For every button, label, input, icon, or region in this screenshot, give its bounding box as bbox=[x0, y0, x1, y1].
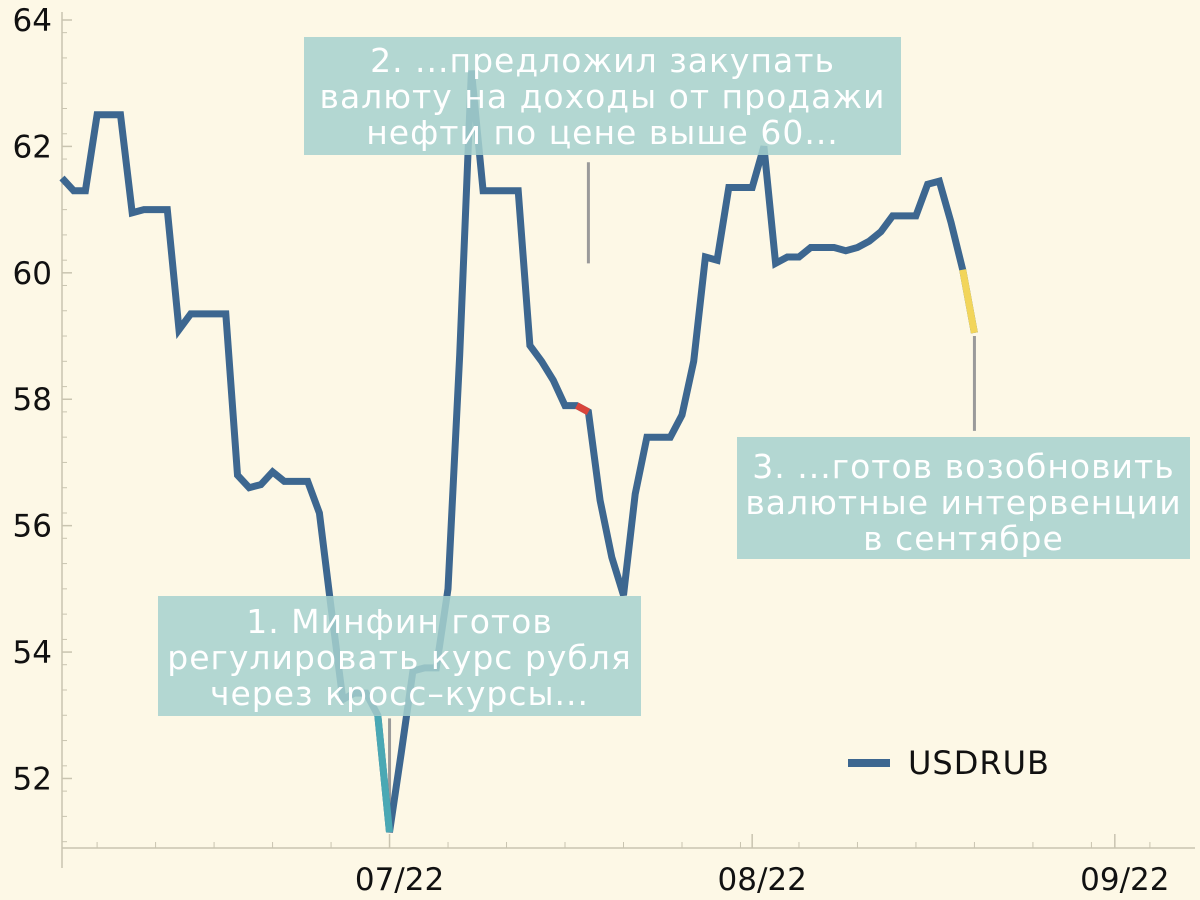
annotation-3-line-2: валютные интервенции bbox=[745, 483, 1182, 522]
legend-label-usdrub: USDRUB bbox=[908, 744, 1050, 782]
y-tick-label: 64 bbox=[13, 3, 52, 39]
y-tick-label: 56 bbox=[13, 509, 52, 545]
y-tick-label: 54 bbox=[13, 635, 52, 671]
x-tick-label: 08/22 bbox=[718, 862, 807, 898]
annotation-1-line-2: регулировать курс рубля bbox=[167, 638, 632, 677]
tick-labels: 52 54 56 58 60 62 64 07/22 08/22 09/22 bbox=[13, 3, 1170, 898]
y-tick-label: 52 bbox=[13, 761, 52, 797]
annotation-1-line-3: через кросс–курсы... bbox=[209, 674, 590, 713]
legend-swatch-usdrub bbox=[848, 759, 890, 767]
annotation-2: 2. ...предложил закупать валюту на доход… bbox=[304, 37, 901, 155]
highlight-segment-2 bbox=[575, 402, 591, 415]
x-tick-label: 09/22 bbox=[1080, 862, 1169, 898]
series-layer bbox=[59, 70, 978, 833]
annotation-2-line-3: нефти по цене выше 60... bbox=[366, 113, 839, 152]
annotation-1-line-1: 1. Минфин готов bbox=[246, 602, 553, 641]
annotation-3: 3. ...готов возобновить валютные интерве… bbox=[737, 437, 1190, 559]
x-tick-label: 07/22 bbox=[355, 862, 444, 898]
legend: USDRUB bbox=[848, 744, 1050, 782]
series-line-usdrub bbox=[59, 70, 978, 833]
y-tick-label: 60 bbox=[13, 256, 52, 292]
annotation-1: 1. Минфин готов регулировать курс рубля … bbox=[158, 596, 641, 716]
annotation-3-line-3: в сентябре bbox=[863, 519, 1064, 558]
highlight-segment-3 bbox=[959, 269, 978, 334]
axes bbox=[61, 12, 1195, 868]
y-tick-label: 62 bbox=[13, 129, 52, 165]
annotation-3-line-1: 3. ...готов возобновить bbox=[752, 447, 1175, 486]
annotation-2-line-1: 2. ...предложил закупать bbox=[370, 41, 835, 80]
annotation-2-line-2: валюту на доходы от продажи bbox=[319, 77, 886, 116]
highlight-segment-1 bbox=[374, 714, 393, 833]
y-tick-label: 58 bbox=[13, 382, 52, 418]
